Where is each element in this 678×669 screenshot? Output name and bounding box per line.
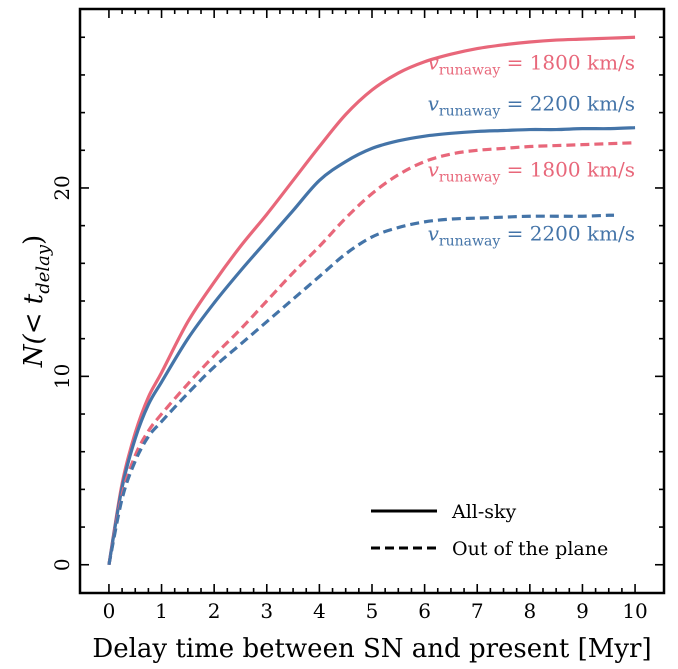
x-tick-label: 4	[313, 599, 326, 623]
x-tick-label: 5	[366, 599, 379, 623]
x-tick-label: 0	[103, 599, 116, 623]
y-axis-label: N(< tdelay)	[19, 235, 54, 368]
y-tick-label: 0	[50, 558, 74, 571]
annotation-value: = 1800 km/s	[500, 50, 635, 74]
legend: All-sky Out of the plane	[371, 501, 608, 560]
annotation-symbol: v	[428, 222, 440, 246]
series-annotation: vrunaway = 1800 km/s	[428, 158, 635, 186]
annotation-symbol: v	[428, 92, 440, 116]
series-layer	[107, 35, 636, 566]
y-axis-label-close: )	[19, 235, 49, 245]
series-line-allsky-1800	[107, 35, 636, 565]
annotation-subscript: runaway	[439, 234, 500, 250]
x-tick-label: 8	[523, 599, 536, 623]
series-annotation: vrunaway = 2200 km/s	[428, 92, 635, 120]
y-tick-label: 20	[50, 175, 74, 200]
annotation-value: = 2200 km/s	[500, 222, 635, 246]
annotation-subscript: runaway	[439, 62, 500, 78]
annotation-value: = 1800 km/s	[500, 158, 635, 182]
x-tick-label: 6	[418, 599, 431, 623]
series-annotation: vrunaway = 1800 km/s	[428, 50, 635, 78]
annotation-subscript: runaway	[439, 170, 500, 186]
y-axis-label-main: N(< t	[19, 293, 49, 368]
x-tick-label: 1	[155, 599, 168, 623]
x-tick-label: 3	[260, 599, 273, 623]
ticks-layer: 0 1 2 3 4 5 6 7 8 9 10 0 10 20	[50, 9, 664, 623]
legend-label-outplane: Out of the plane	[452, 538, 608, 560]
annotation-symbol: v	[428, 50, 440, 74]
annotation-subscript: runaway	[439, 104, 500, 120]
x-axis-label: Delay time between SN and present [Myr]	[92, 634, 651, 664]
x-tick-label: 10	[622, 599, 647, 623]
x-tick-label: 7	[471, 599, 484, 623]
series-line-allsky-2200	[107, 126, 636, 566]
annotation-value: = 2200 km/s	[500, 92, 635, 116]
x-tick-label: 9	[576, 599, 589, 623]
series-annotation: vrunaway = 2200 km/s	[428, 222, 635, 250]
annotation-symbol: v	[428, 158, 440, 182]
series-line-outplane-1800	[107, 141, 636, 566]
y-tick-label: 10	[50, 364, 74, 389]
x-tick-label: 2	[208, 599, 221, 623]
legend-label-allsky: All-sky	[451, 501, 517, 523]
y-axis-label-sub: delay	[33, 244, 54, 294]
series-line-outplane-2200	[107, 213, 615, 566]
